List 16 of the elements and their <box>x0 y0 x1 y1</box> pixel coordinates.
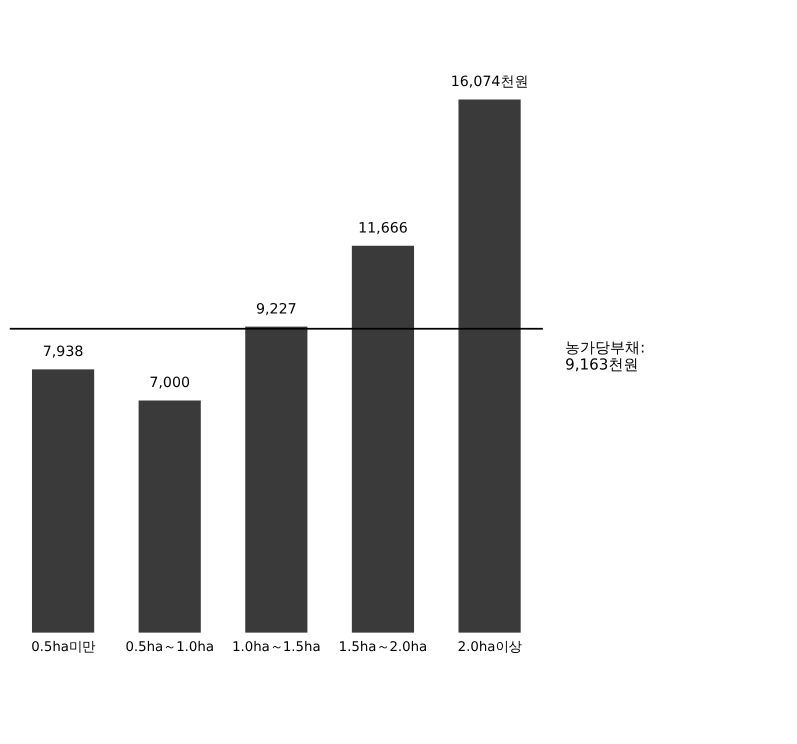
bar <box>245 326 308 633</box>
data-label: 9,227 <box>256 301 297 318</box>
x-tick-label: 1.0ha～1.5ha <box>232 640 321 655</box>
x-tick-label: 1.5ha～2.0ha <box>338 640 428 655</box>
x-tick-label: 0.5ha미만 <box>31 640 95 655</box>
bar <box>352 246 414 633</box>
bar <box>138 400 201 633</box>
bar <box>458 99 521 633</box>
x-tick-label: 2.0ha이상 <box>458 640 522 655</box>
x-tick-label: 0.5ha～1.0ha <box>125 640 214 655</box>
ref-line-label: 농가당부채: 9,163천원 <box>565 338 646 374</box>
data-label: 11,666 <box>358 220 408 236</box>
data-label: 16,074천원 <box>450 74 528 90</box>
data-label: 7,938 <box>42 344 84 360</box>
bar <box>32 369 94 633</box>
data-label: 7,000 <box>149 375 190 392</box>
